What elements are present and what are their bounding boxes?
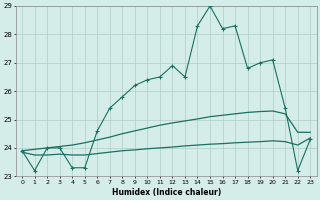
X-axis label: Humidex (Indice chaleur): Humidex (Indice chaleur) <box>112 188 221 197</box>
